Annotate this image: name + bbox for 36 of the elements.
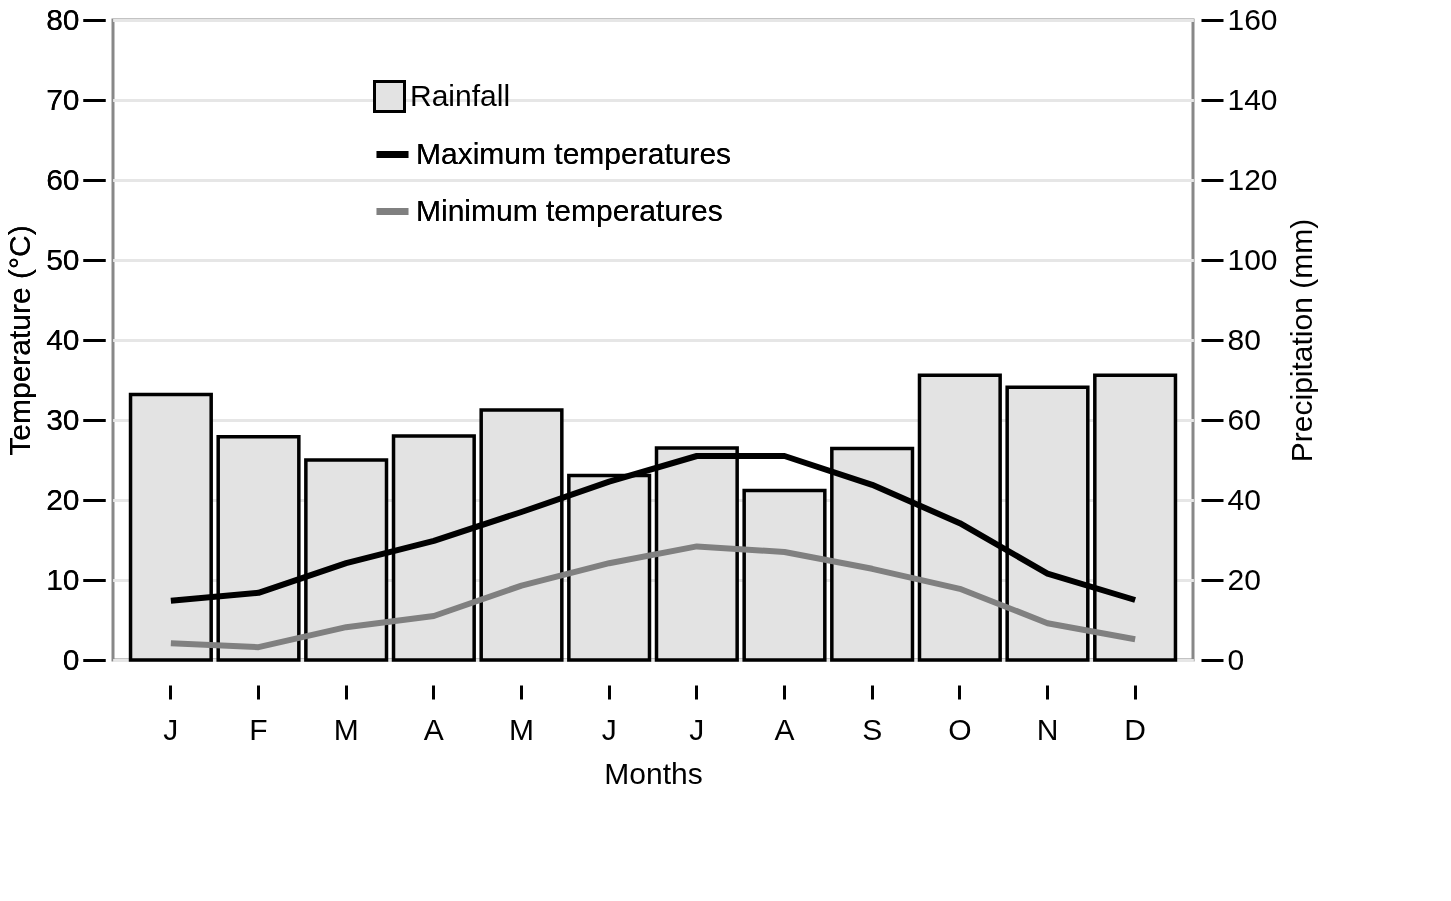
x-tick-label: F <box>249 712 268 746</box>
y2-tick-label: 100 <box>1227 242 1278 276</box>
y-tick-label: 20 <box>46 482 80 516</box>
x-tick-label: N <box>1036 712 1059 746</box>
y-tick-label: 0 <box>62 642 80 676</box>
y2-axis-title: Precipitation (mm) <box>1284 218 1318 463</box>
y2-tick-label: 80 <box>1227 322 1261 356</box>
x-tick-label: D <box>1124 712 1146 746</box>
y-tick-label: 30 <box>46 402 80 436</box>
y2-tick-label: 160 <box>1227 2 1278 36</box>
y-tick-label: 10 <box>46 562 80 596</box>
y-tick-label: 80 <box>46 2 80 36</box>
y2-tick-label: 120 <box>1227 162 1278 196</box>
legend-label: Rainfall <box>410 78 511 112</box>
x-tick-label: A <box>423 712 444 746</box>
x-tick-label: A <box>774 712 795 746</box>
legend-label: Minimum temperatures <box>416 193 723 227</box>
x-tick-label: J <box>163 712 179 746</box>
y2-tick-label: 20 <box>1227 562 1261 596</box>
y-axis-title: Temperature (°C) <box>3 225 37 456</box>
x-tick-label: S <box>862 712 883 746</box>
x-axis-title: Months <box>604 756 703 790</box>
x-tick-label: M <box>333 712 359 746</box>
y2-tick-label: 0 <box>1227 642 1245 676</box>
y-tick-label: 60 <box>46 162 80 196</box>
x-tick-label: J <box>689 712 705 746</box>
legend-label: Maximum temperatures <box>416 136 732 170</box>
y-tick-label: 40 <box>46 322 80 356</box>
y2-tick-label: 40 <box>1227 482 1261 516</box>
y2-tick-label: 140 <box>1227 82 1278 116</box>
x-tick-label: J <box>601 712 617 746</box>
y-tick-label: 50 <box>46 242 80 276</box>
x-tick-label: O <box>948 712 972 746</box>
y2-tick-label: 60 <box>1227 402 1261 436</box>
y-tick-label: 70 <box>46 82 80 116</box>
x-tick-label: M <box>509 712 535 746</box>
